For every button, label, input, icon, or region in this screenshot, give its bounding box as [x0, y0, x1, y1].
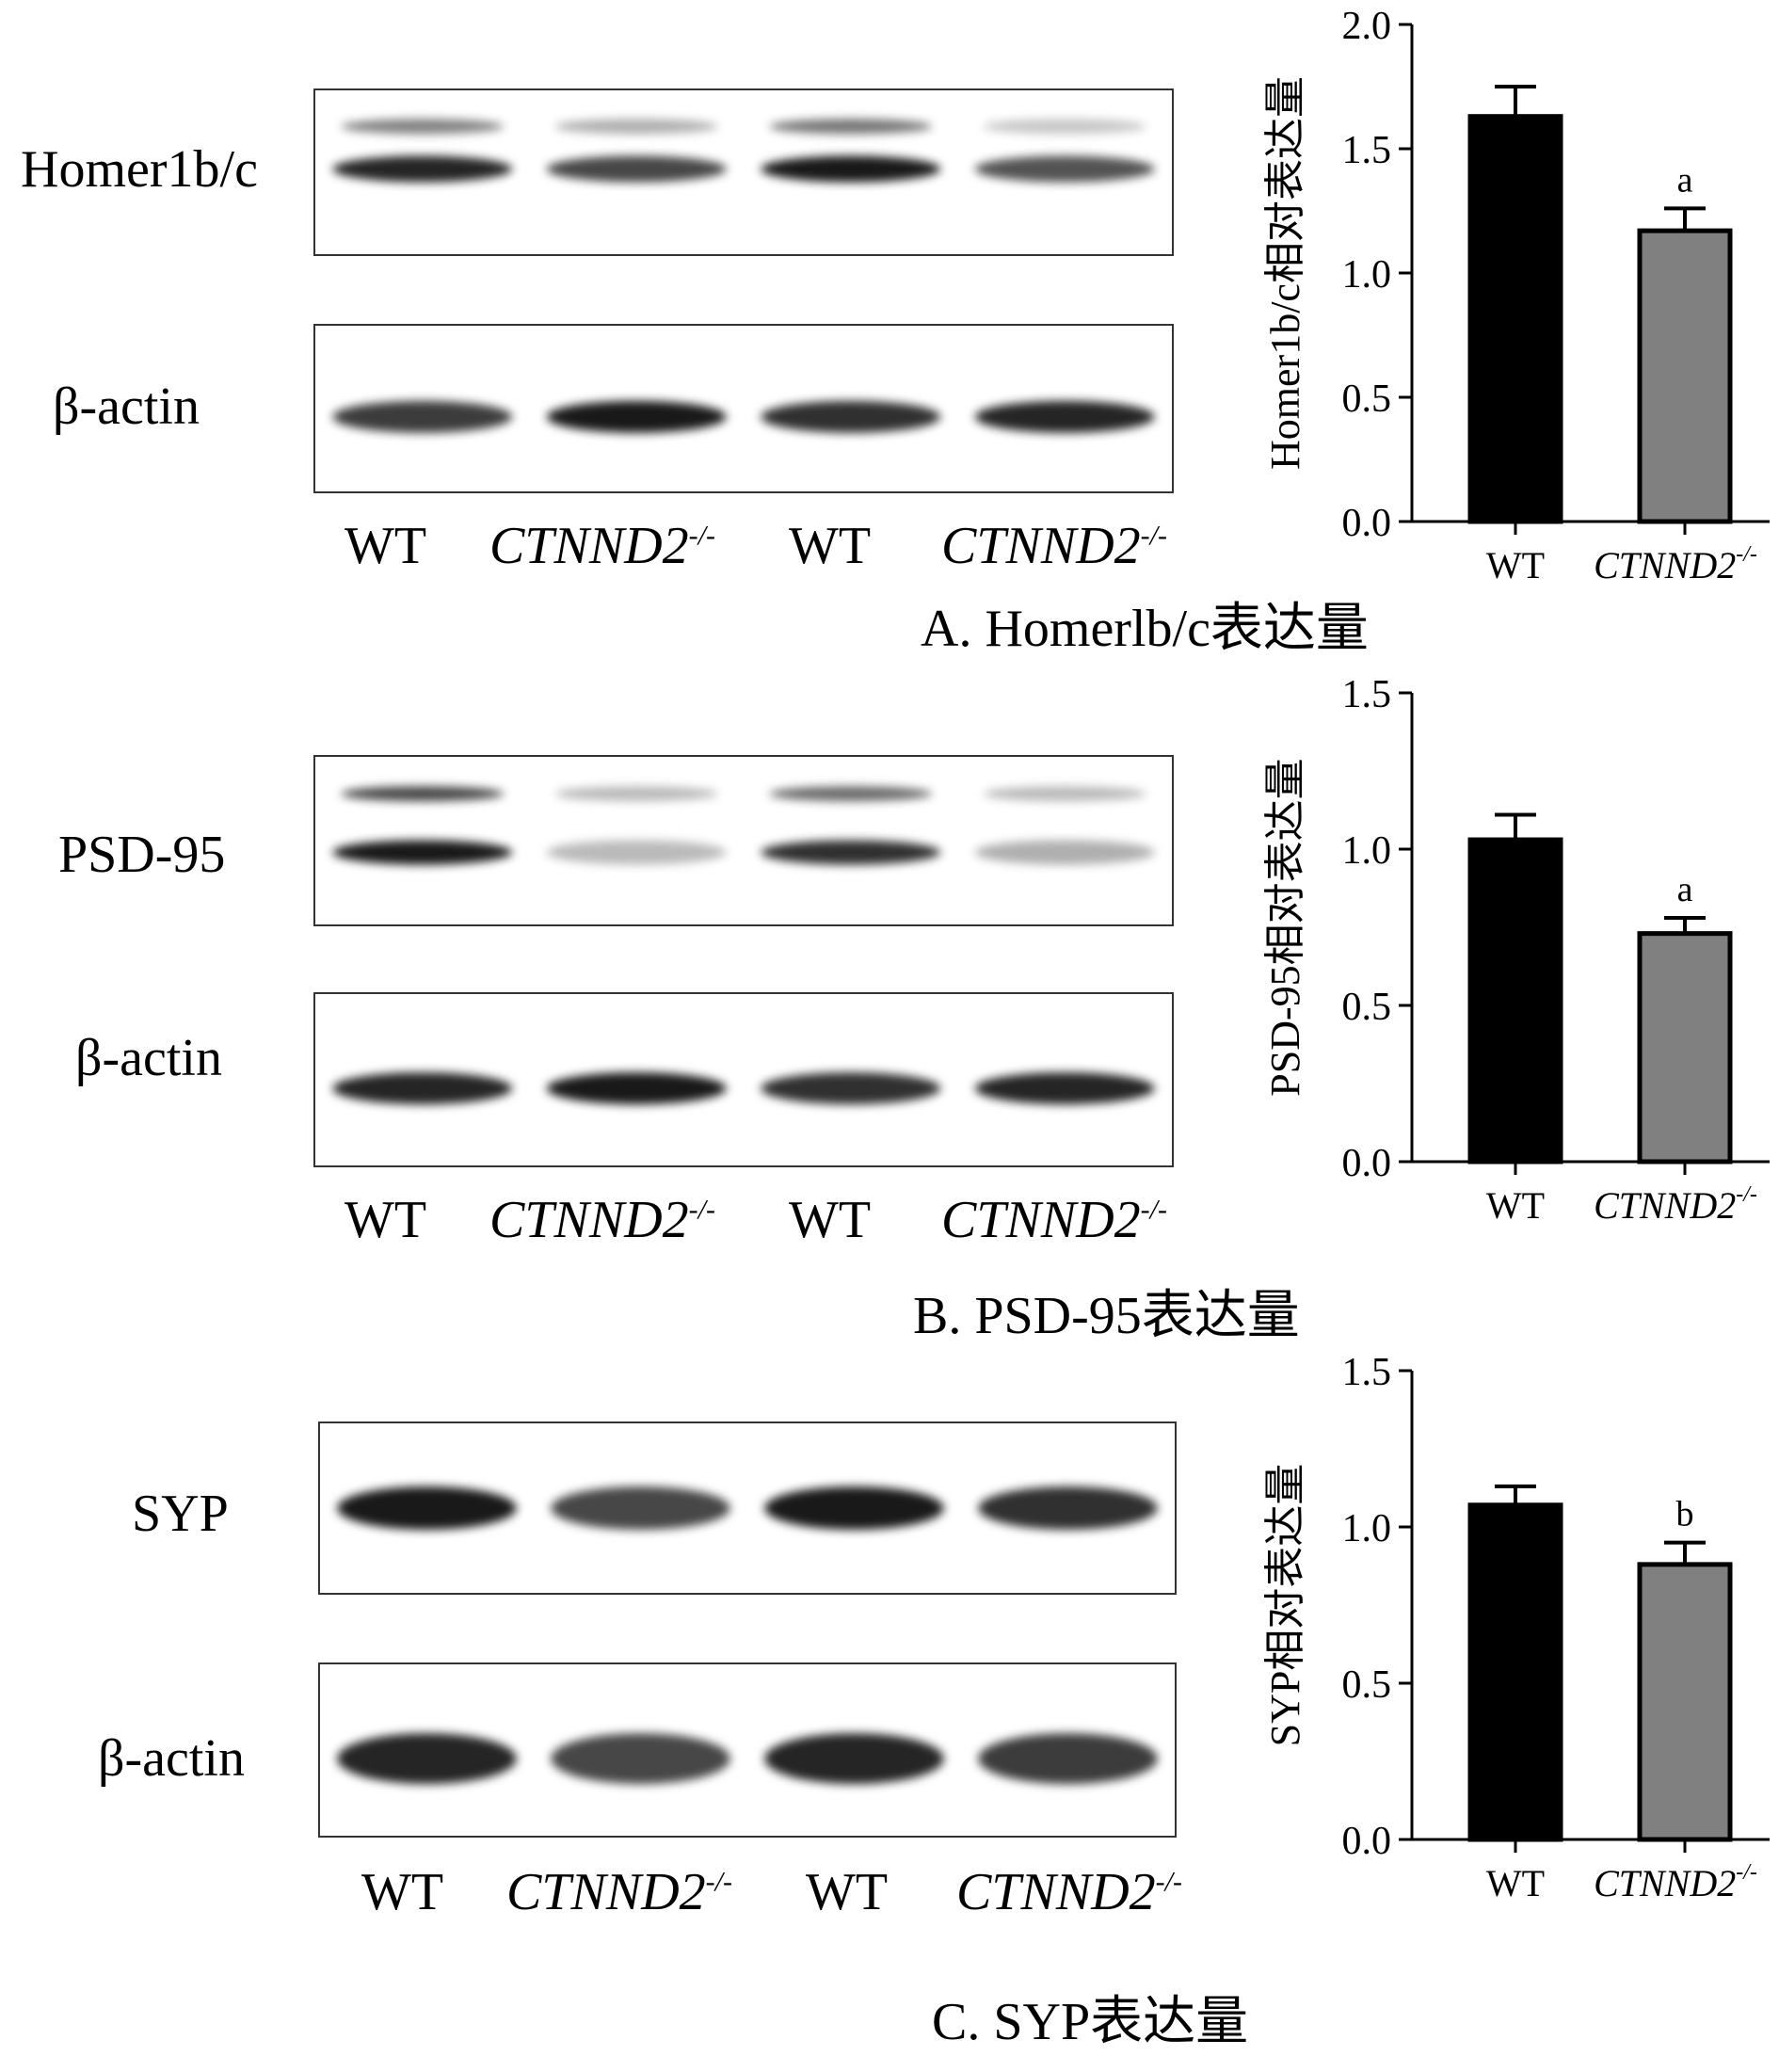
y-tick-label: 2.0: [1342, 5, 1392, 48]
target-band-lane-3: [761, 786, 941, 865]
significance-label: a: [1677, 870, 1693, 909]
y-axis-label: SYP相对表达量: [1262, 1464, 1308, 1747]
lane-label-1: WT: [361, 1863, 444, 1921]
control-blot: [313, 324, 1174, 493]
target-band-lane-1: [332, 119, 513, 183]
lane-label-2: CTNND2-/-: [489, 1191, 715, 1249]
target-band-lane-2: [546, 786, 727, 865]
y-tick-label: 0.5: [1342, 986, 1392, 1029]
control-band-lane-4: [974, 1072, 1155, 1105]
control-band-lane-1: [337, 1733, 517, 1785]
target-band-lane-1: [337, 1486, 517, 1530]
target-label: PSD-95: [58, 826, 226, 884]
lane-label-1: WT: [345, 517, 427, 575]
lane-label-3: WT: [789, 517, 872, 575]
lane-label-4: CTNND2-/-: [956, 1863, 1182, 1921]
lane-label-2: CTNND2-/-: [506, 1863, 732, 1921]
panel-c: SYP β-actin WT CTNND2-/- WT CTNND2-/- 0.…: [0, 1346, 1779, 2072]
control-band-lane-4: [974, 400, 1155, 433]
control-blot: [313, 992, 1174, 1167]
x-tick-label: WT: [1486, 1184, 1545, 1227]
bar-wt: [1467, 1502, 1563, 1842]
lane-label-1: WT: [345, 1191, 427, 1249]
y-tick-label: 1.5: [1342, 1351, 1392, 1394]
target-band-lane-1: [332, 786, 513, 865]
target-band-lane-3: [761, 119, 941, 183]
control-band-lane-3: [764, 1733, 944, 1785]
target-blot: [313, 755, 1174, 926]
target-blot-bands: [332, 119, 1155, 183]
target-band-lane-2: [551, 1486, 730, 1530]
target-blot-bands: [332, 786, 1155, 865]
lane-label-4: CTNND2-/-: [941, 1191, 1167, 1249]
x-tick-label: CTNND2-/-: [1594, 542, 1757, 586]
y-axis-label: PSD-95相对表达量: [1262, 758, 1308, 1096]
bar-ctnnd2: [1637, 1562, 1733, 1842]
significance-label: a: [1677, 160, 1693, 200]
y-tick-label: 0.5: [1342, 1663, 1392, 1707]
panel-b: PSD-95 β-actin WT CTNND2-/- WT CTNND2-/-…: [0, 668, 1779, 1346]
x-tick-label: CTNND2-/-: [1594, 1182, 1757, 1227]
panel-caption: B. PSD-95表达量: [913, 1287, 1300, 1345]
target-band-lane-4: [974, 119, 1155, 183]
bar-chart-b: 0.0 0.5 1.0 1.5 PSD-95相对表达量 WT a CTNND2-/-: [1262, 673, 1770, 1227]
lane-label-2: CTNND2-/-: [489, 517, 715, 575]
panel-caption: C. SYP表达量: [932, 1993, 1249, 2051]
y-axis-label: Homer1b/c相对表达量: [1262, 76, 1308, 470]
target-band-lane-2: [546, 119, 727, 183]
control-label: β-actin: [75, 1029, 222, 1087]
control-blot: [318, 1662, 1177, 1838]
y-tick-label: 0.0: [1342, 1142, 1392, 1185]
bar-wt: [1467, 114, 1563, 524]
significance-label: b: [1676, 1495, 1694, 1534]
control-band-lane-2: [546, 1072, 727, 1105]
y-tick-label: 0.0: [1342, 1820, 1392, 1863]
control-blot-bands: [332, 400, 1155, 433]
target-band-lane-4: [974, 786, 1155, 865]
bar-chart-a: 0.0 0.5 1.0 1.5 2.0 Homer1b/c相对表达量 WT a CTNND2-/…: [1262, 5, 1770, 586]
control-band-lane-2: [551, 1733, 730, 1785]
control-band-lane-1: [332, 400, 513, 433]
control-band-lane-3: [761, 400, 941, 433]
lane-label-4: CTNND2-/-: [941, 517, 1167, 575]
bar-chart-c: 0.0 0.5 1.0 1.5 SYP相对表达量 WT b CTNND2-/-: [1262, 1351, 1770, 1904]
control-band-lane-4: [978, 1733, 1158, 1785]
control-label: β-actin: [98, 1729, 245, 1788]
panel-caption: A. Homerlb/c表达量: [921, 600, 1369, 658]
lane-label-3: WT: [806, 1863, 889, 1921]
panel-a: Homer1b/c β-actin WT CTNND2-/- WT CTNND2…: [0, 0, 1779, 668]
target-band-lane-4: [978, 1486, 1158, 1530]
bar-wt: [1467, 837, 1563, 1164]
control-blot-bands: [332, 1072, 1155, 1105]
y-tick-label: 0.0: [1342, 502, 1392, 545]
x-tick-label: CTNND2-/-: [1594, 1860, 1757, 1904]
control-band-lane-2: [546, 400, 727, 433]
target-band-lane-3: [764, 1486, 944, 1530]
y-tick-label: 1.0: [1342, 1507, 1392, 1550]
target-blot: [318, 1421, 1177, 1595]
target-label: SYP: [132, 1485, 229, 1543]
x-tick-label: WT: [1486, 544, 1545, 586]
control-label: β-actin: [53, 377, 200, 436]
y-tick-label: 1.5: [1342, 673, 1392, 716]
x-tick-label: WT: [1486, 1862, 1545, 1904]
lane-label-3: WT: [789, 1191, 872, 1249]
target-blot-bands: [337, 1486, 1158, 1530]
control-band-lane-3: [761, 1072, 941, 1105]
y-tick-label: 0.5: [1342, 377, 1392, 421]
y-tick-label: 1.0: [1342, 253, 1392, 297]
y-tick-label: 1.0: [1342, 829, 1392, 873]
target-label: Homer1b/c: [21, 140, 258, 199]
y-tick-label: 1.5: [1342, 129, 1392, 172]
control-blot-bands: [337, 1733, 1158, 1785]
control-band-lane-1: [332, 1072, 513, 1105]
bar-ctnnd2: [1637, 931, 1733, 1164]
bar-ctnnd2: [1637, 228, 1733, 524]
target-blot: [313, 88, 1174, 256]
